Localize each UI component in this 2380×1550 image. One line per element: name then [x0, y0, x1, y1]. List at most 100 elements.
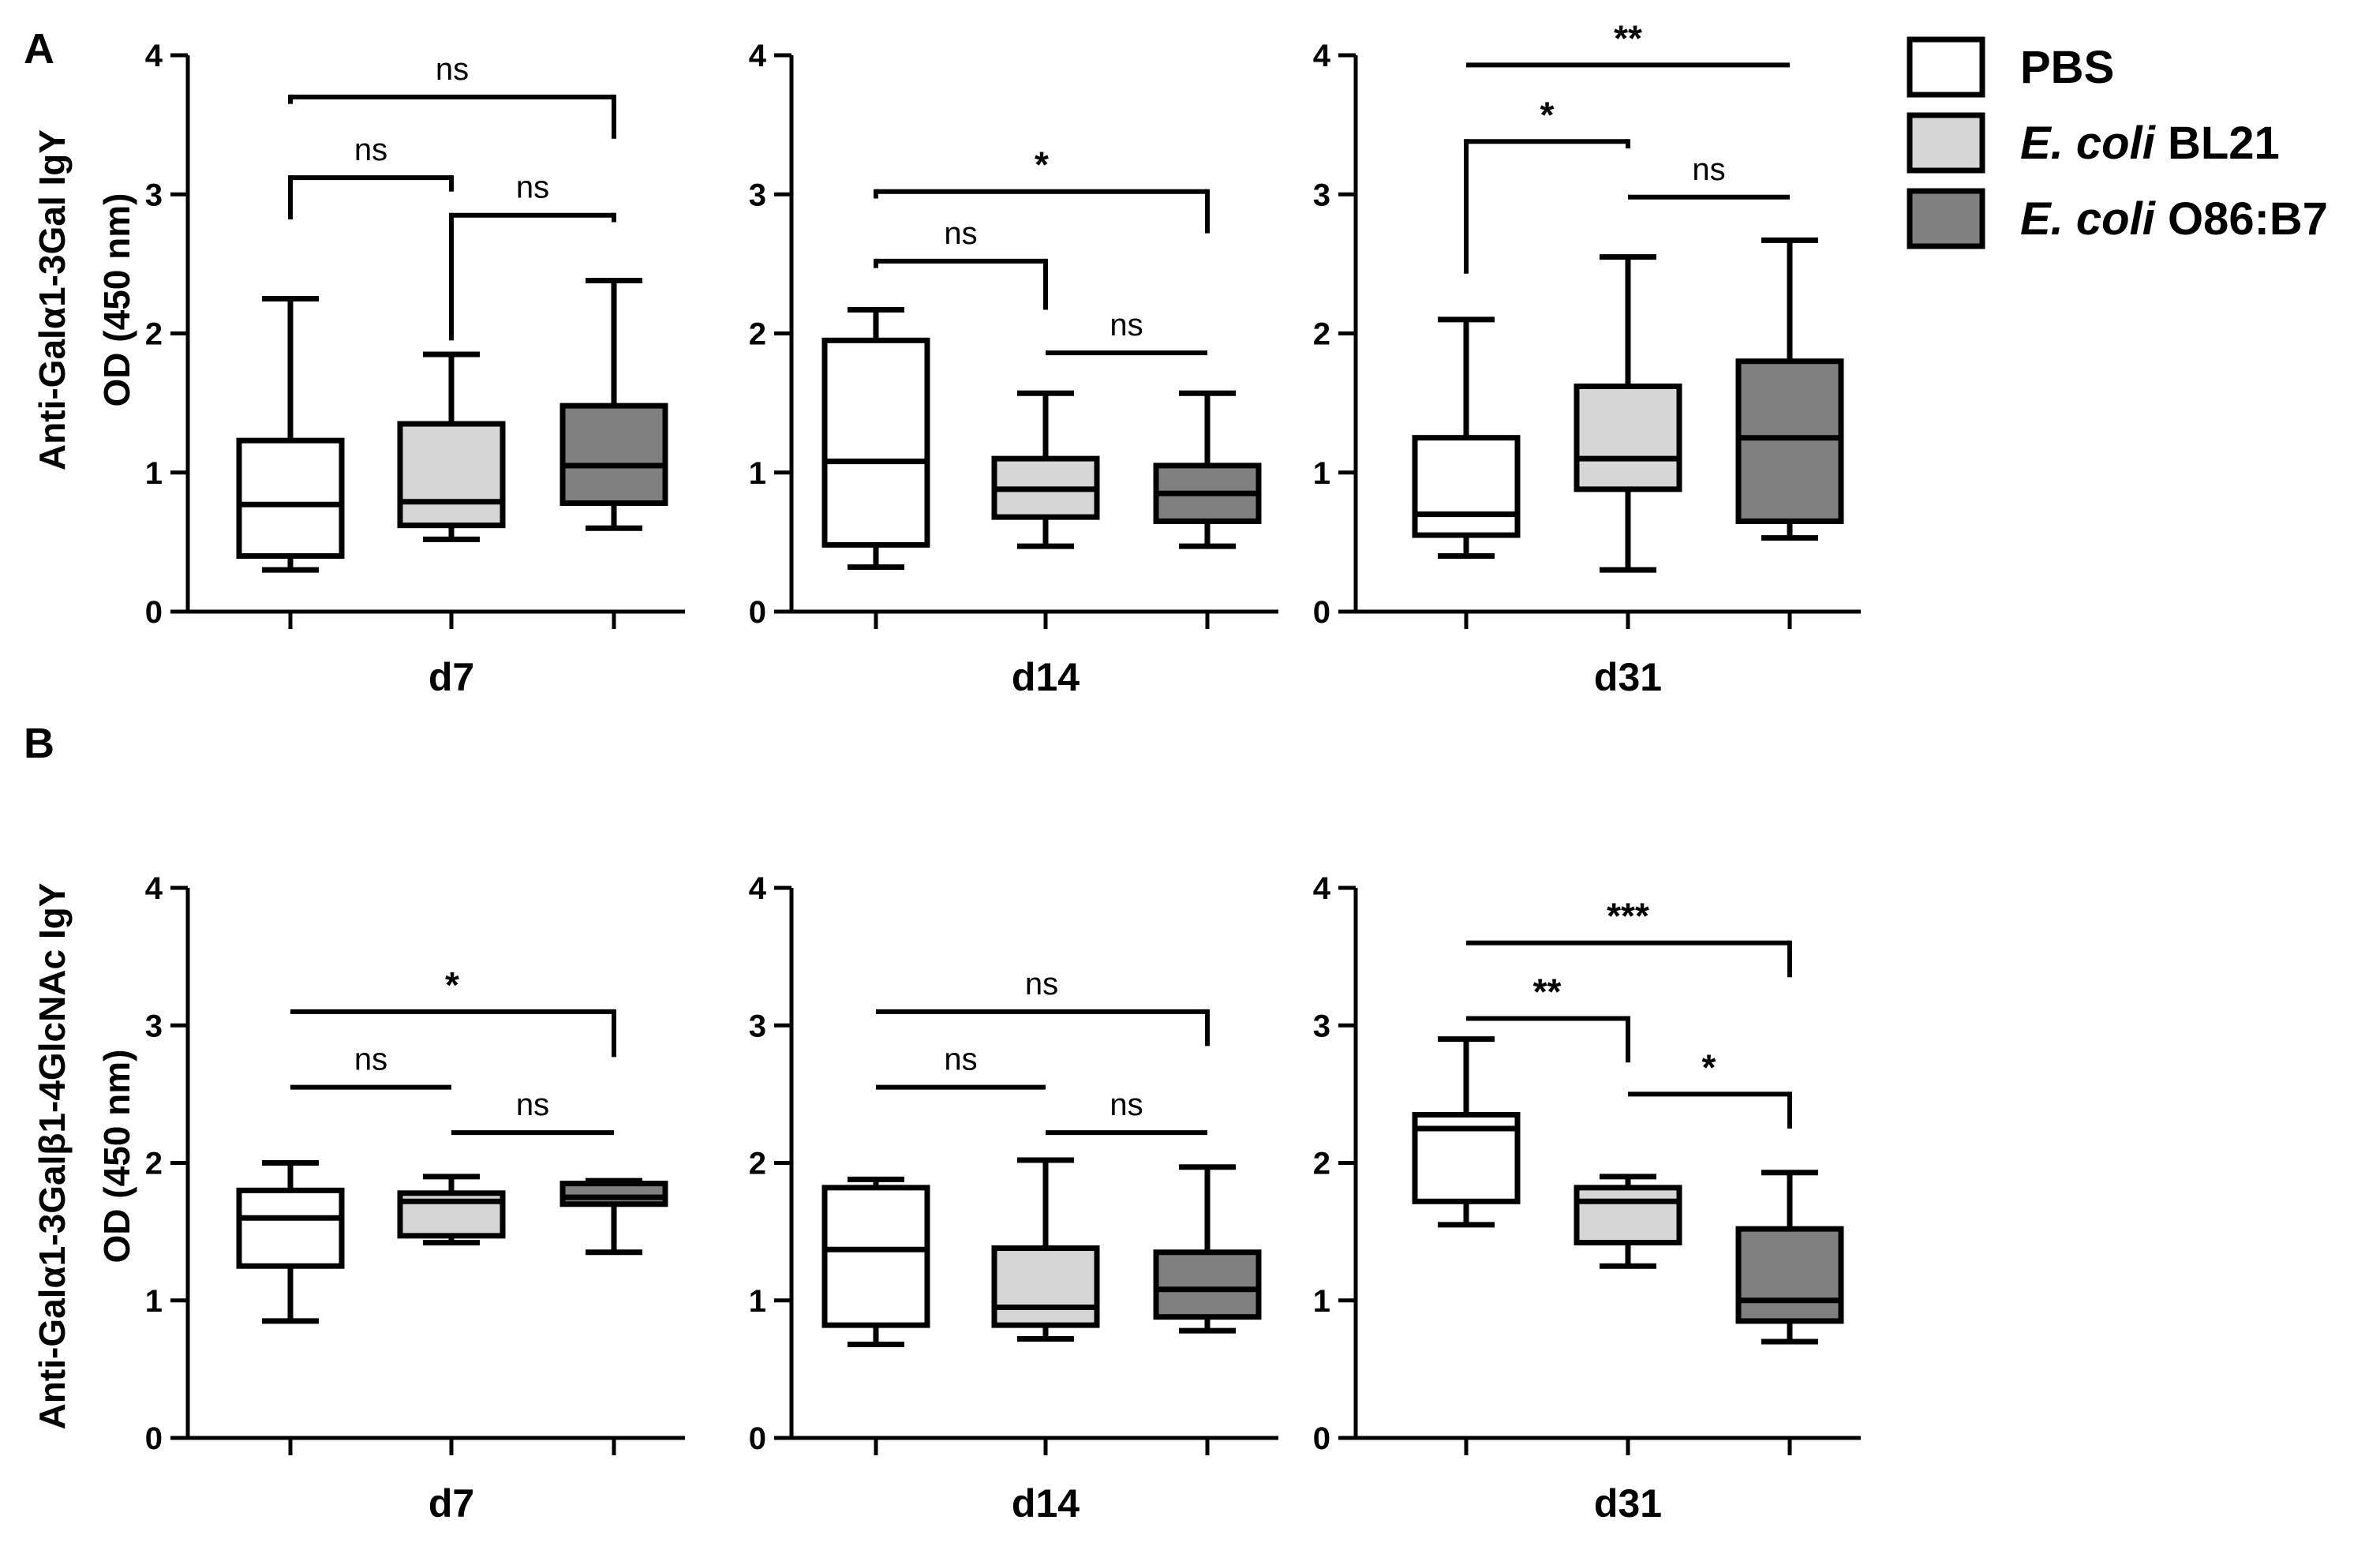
significance-bracket: *** — [1466, 896, 1792, 978]
significance-bracket: ns — [1046, 1088, 1207, 1136]
y-tick-label: 4 — [749, 871, 767, 906]
chart-d14: 0 1 2 3 4 d14 * ns ns — [749, 39, 1278, 699]
legend-label-text: O86:B7 — [2155, 193, 2328, 245]
significance-bracket: * — [874, 144, 1210, 234]
y-tick-label: 4 — [1313, 871, 1331, 906]
legend-label-italic: E. coli — [2020, 118, 2157, 169]
y-tick-label: 4 — [749, 39, 767, 73]
box-O86B7 — [1153, 390, 1262, 549]
y-tick-label: 3 — [145, 178, 163, 212]
significance-label: ns — [516, 170, 549, 205]
chart-d7: 0 1 2 3 4 d7 ns ns ns — [145, 39, 685, 699]
box-iqr — [236, 1187, 345, 1269]
box-O86B7 — [1735, 237, 1844, 541]
x-group-label: d14 — [1012, 1481, 1080, 1526]
y-tick-label: 0 — [1313, 595, 1330, 630]
significance-label: ns — [944, 216, 977, 251]
panel-A: A Anti-Galα1-3Gal IgY OD (450 nm) 0 1 2 3 4 d7 ns… — [24, 17, 1861, 699]
y-axis-unit-label: OD (450 nm) — [96, 193, 137, 407]
x-group-label: d14 — [1012, 655, 1080, 699]
box-iqr — [821, 1185, 930, 1328]
significance-label: ns — [436, 52, 469, 87]
x-group-label: d7 — [428, 1481, 474, 1526]
y-tick-label: 2 — [145, 1147, 163, 1181]
significance-label: * — [1702, 1046, 1716, 1088]
significance-label: ns — [516, 1088, 549, 1122]
panel-letter: B — [24, 720, 54, 767]
significance-bracket: * — [1628, 1046, 1792, 1129]
y-tick-label: 0 — [145, 595, 163, 630]
box-PBS — [236, 1160, 345, 1324]
y-tick-label: 3 — [145, 1009, 163, 1043]
chart-d7: 0 1 2 3 4 d7 * ns ns — [145, 871, 685, 1526]
legend-swatch-BL21 — [1907, 112, 1985, 174]
y-tick-label: 2 — [1313, 1147, 1330, 1181]
significance-bracket: ns — [288, 52, 616, 139]
x-group-label: d31 — [1594, 1481, 1662, 1526]
significance-bracket: ns — [1046, 308, 1207, 356]
box-iqr — [991, 1245, 1100, 1328]
box-PBS — [821, 1176, 930, 1348]
box-iqr — [236, 437, 345, 560]
significance-bracket: * — [290, 964, 616, 1058]
y-axis-unit-label: OD (450 nm) — [96, 1050, 137, 1264]
y-tick-label: 0 — [1313, 1421, 1330, 1456]
y-tick-label: 3 — [749, 1009, 766, 1043]
significance-label: *** — [1607, 896, 1649, 937]
box-BL21 — [1574, 254, 1682, 573]
significance-bracket: ns — [290, 1043, 451, 1090]
legend-label-italic: E. coli — [2020, 193, 2157, 245]
y-tick-label: 3 — [749, 178, 766, 212]
y-tick-label: 0 — [145, 1421, 163, 1456]
y-tick-label: 2 — [145, 317, 163, 352]
y-tick-label: 1 — [749, 456, 766, 491]
box-iqr — [559, 1181, 668, 1207]
y-tick-label: 2 — [749, 317, 766, 352]
chart-d14: 0 1 2 3 4 d14 ns ns ns — [749, 871, 1278, 1526]
significance-label: ns — [1692, 152, 1725, 187]
x-group-label: d31 — [1594, 655, 1662, 699]
significance-bracket: ns — [874, 216, 1048, 310]
box-iqr — [1574, 1185, 1682, 1246]
legend-swatch-PBS — [1907, 36, 1985, 98]
legend-label-PBS: PBS — [2020, 42, 2114, 93]
legend-label-BL21: E. coli BL21 — [2020, 118, 2280, 169]
y-tick-label: 2 — [749, 1147, 766, 1181]
significance-bracket: ns — [449, 170, 616, 341]
box-PBS — [821, 307, 930, 571]
box-PBS — [1412, 1036, 1521, 1228]
y-tick-label: 1 — [145, 1284, 163, 1319]
y-tick-label: 2 — [1313, 317, 1330, 352]
significance-bracket: ** — [1466, 972, 1630, 1063]
y-tick-label: 1 — [749, 1284, 766, 1319]
y-tick-label: 1 — [145, 456, 163, 491]
significance-label: * — [1035, 144, 1049, 185]
box-iqr — [821, 337, 930, 548]
x-group-label: d7 — [428, 655, 474, 699]
y-tick-label: 4 — [1313, 39, 1331, 73]
significance-bracket: * — [1464, 94, 1630, 274]
box-BL21 — [991, 1157, 1100, 1342]
significance-bracket: ns — [288, 133, 454, 219]
significance-label: * — [445, 964, 459, 1005]
significance-bracket: ns — [1628, 152, 1790, 200]
significance-label: ns — [1025, 967, 1058, 1002]
legend-label-O86B7: E. coli O86:B7 — [2020, 193, 2328, 245]
significance-label: * — [1540, 94, 1555, 135]
legend-label-text: PBS — [2020, 42, 2114, 93]
significance-label: ** — [1614, 17, 1642, 58]
panel-letter: A — [24, 25, 54, 73]
y-tick-label: 0 — [749, 1421, 766, 1456]
y-tick-label: 1 — [1313, 1284, 1330, 1319]
significance-label: ns — [1110, 308, 1143, 343]
box-iqr — [1735, 1226, 1844, 1324]
y-tick-label: 1 — [1313, 456, 1330, 491]
y-tick-label: 4 — [145, 39, 163, 73]
y-tick-label: 3 — [1313, 1009, 1330, 1043]
y-tick-label: 3 — [1313, 178, 1330, 212]
significance-label: ns — [944, 1043, 977, 1077]
box-O86B7 — [559, 1177, 668, 1256]
